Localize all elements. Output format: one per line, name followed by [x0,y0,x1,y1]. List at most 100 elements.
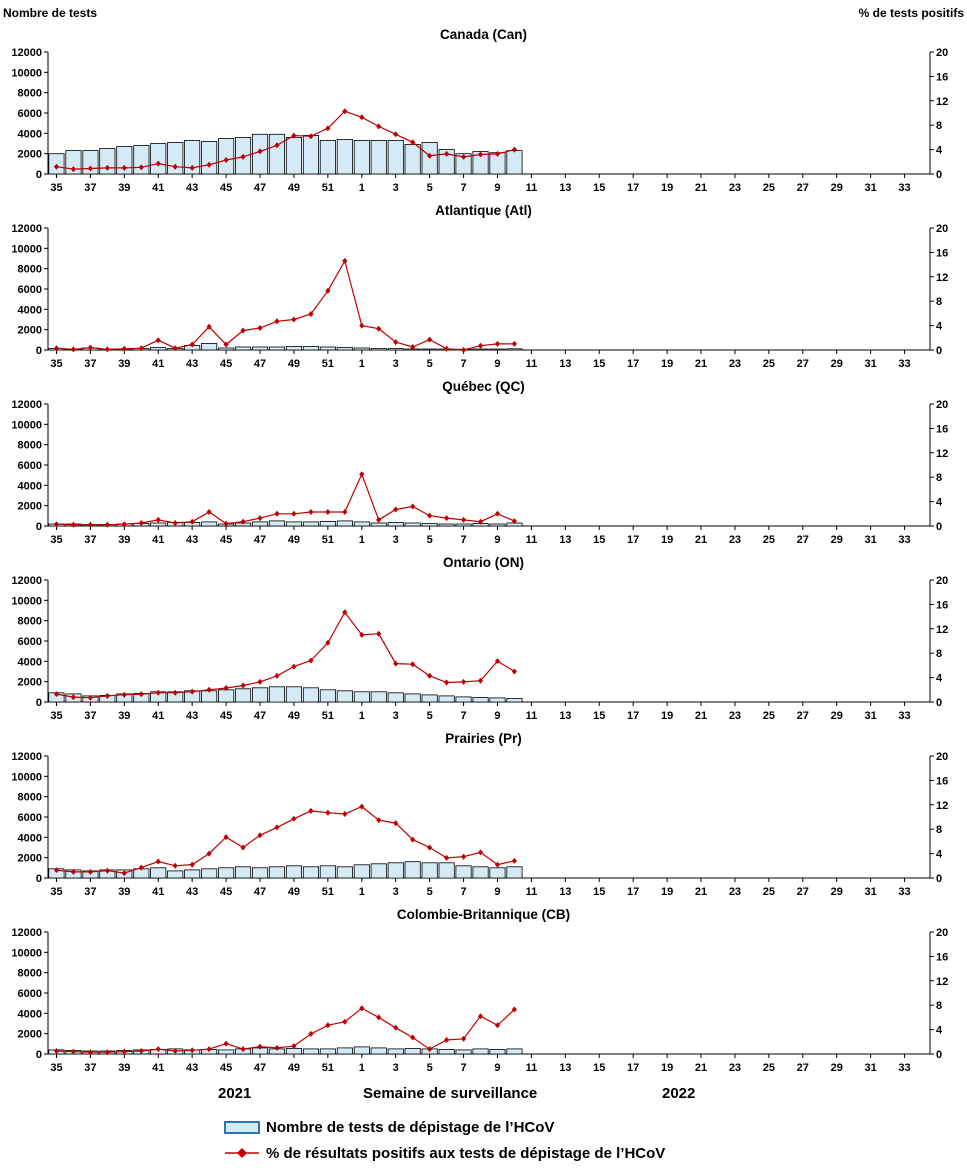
panel-title-atlantique: Atlantique (Atl) [435,203,532,218]
svg-text:25: 25 [763,1062,775,1074]
svg-text:10000: 10000 [11,67,42,79]
svg-text:9: 9 [494,182,500,194]
svg-text:0: 0 [936,521,942,533]
svg-text:21: 21 [695,1062,707,1074]
svg-text:8000: 8000 [18,440,42,452]
svg-text:10000: 10000 [11,947,42,959]
svg-text:9: 9 [494,710,500,722]
svg-text:31: 31 [865,534,877,546]
svg-text:33: 33 [898,710,910,722]
svg-text:37: 37 [84,534,96,546]
svg-text:6000: 6000 [18,284,42,296]
svg-text:27: 27 [797,534,809,546]
svg-text:47: 47 [254,886,266,898]
svg-text:11: 11 [526,886,538,898]
svg-text:21: 21 [695,710,707,722]
svg-text:13: 13 [559,358,571,370]
svg-text:8000: 8000 [18,792,42,804]
svg-text:7: 7 [460,1062,466,1074]
svg-text:41: 41 [152,886,164,898]
svg-text:47: 47 [254,534,266,546]
svg-text:49: 49 [288,710,300,722]
svg-text:23: 23 [729,710,741,722]
svg-text:1: 1 [359,886,365,898]
svg-text:0: 0 [936,873,942,885]
svg-text:19: 19 [661,358,673,370]
svg-text:51: 51 [322,358,334,370]
svg-text:0: 0 [36,697,42,709]
svg-text:51: 51 [322,182,334,194]
x-axis-title: Semaine de surveillance [363,1085,538,1102]
left-axis-title: Nombre de tests [3,6,98,20]
svg-text:41: 41 [152,1062,164,1074]
svg-text:2000: 2000 [18,677,42,689]
svg-text:10000: 10000 [11,419,42,431]
svg-text:41: 41 [152,534,164,546]
svg-text:13: 13 [559,1062,571,1074]
right-axis-title: % de tests positifs [858,6,964,20]
svg-text:23: 23 [729,886,741,898]
x-axis-footer: 2021 Semaine de surveillance 2022 [0,1082,967,1112]
svg-text:16: 16 [936,951,948,963]
svg-text:20: 20 [936,927,948,939]
svg-text:41: 41 [152,182,164,194]
svg-text:5: 5 [427,358,433,370]
svg-text:25: 25 [763,358,775,370]
panel-title-prairies: Prairies (Pr) [445,731,522,746]
svg-text:17: 17 [627,886,639,898]
svg-text:12000: 12000 [11,751,42,763]
svg-text:6000: 6000 [18,812,42,824]
svg-text:49: 49 [288,358,300,370]
panel-title-colombie-britannique: Colombie-Britannique (CB) [396,907,571,922]
svg-text:4: 4 [936,673,943,685]
svg-text:2000: 2000 [18,149,42,161]
svg-text:6000: 6000 [18,108,42,120]
svg-text:31: 31 [865,886,877,898]
svg-text:17: 17 [627,1062,639,1074]
svg-text:4: 4 [936,321,943,333]
svg-text:29: 29 [831,358,843,370]
svg-text:4000: 4000 [18,304,42,316]
svg-text:12: 12 [936,800,948,812]
svg-text:8: 8 [936,1000,942,1012]
svg-text:45: 45 [220,1062,232,1074]
year-label-2021: 2021 [218,1085,252,1102]
svg-text:4000: 4000 [18,480,42,492]
svg-text:23: 23 [729,358,741,370]
svg-text:35: 35 [50,1062,62,1074]
svg-text:2000: 2000 [18,501,42,513]
svg-text:2000: 2000 [18,1029,42,1041]
svg-text:4000: 4000 [18,656,42,668]
svg-text:15: 15 [593,534,605,546]
svg-text:13: 13 [559,182,571,194]
svg-text:29: 29 [831,1062,843,1074]
svg-text:15: 15 [593,182,605,194]
svg-text:13: 13 [559,710,571,722]
svg-text:9: 9 [494,886,500,898]
svg-text:33: 33 [898,886,910,898]
svg-text:5: 5 [427,710,433,722]
svg-text:12000: 12000 [11,927,42,939]
svg-text:39: 39 [118,886,130,898]
svg-text:17: 17 [627,358,639,370]
svg-text:51: 51 [322,534,334,546]
svg-text:5: 5 [427,182,433,194]
svg-text:23: 23 [729,1062,741,1074]
svg-text:37: 37 [84,886,96,898]
svg-text:29: 29 [831,182,843,194]
svg-text:16: 16 [936,71,948,83]
svg-text:15: 15 [593,886,605,898]
svg-text:3: 3 [393,886,399,898]
svg-text:0: 0 [936,345,942,357]
svg-text:10000: 10000 [11,771,42,783]
svg-text:8: 8 [936,296,942,308]
svg-text:8: 8 [936,824,942,836]
svg-text:35: 35 [50,182,62,194]
svg-text:6000: 6000 [18,460,42,472]
svg-text:6000: 6000 [18,636,42,648]
svg-text:15: 15 [593,358,605,370]
svg-text:7: 7 [460,534,466,546]
